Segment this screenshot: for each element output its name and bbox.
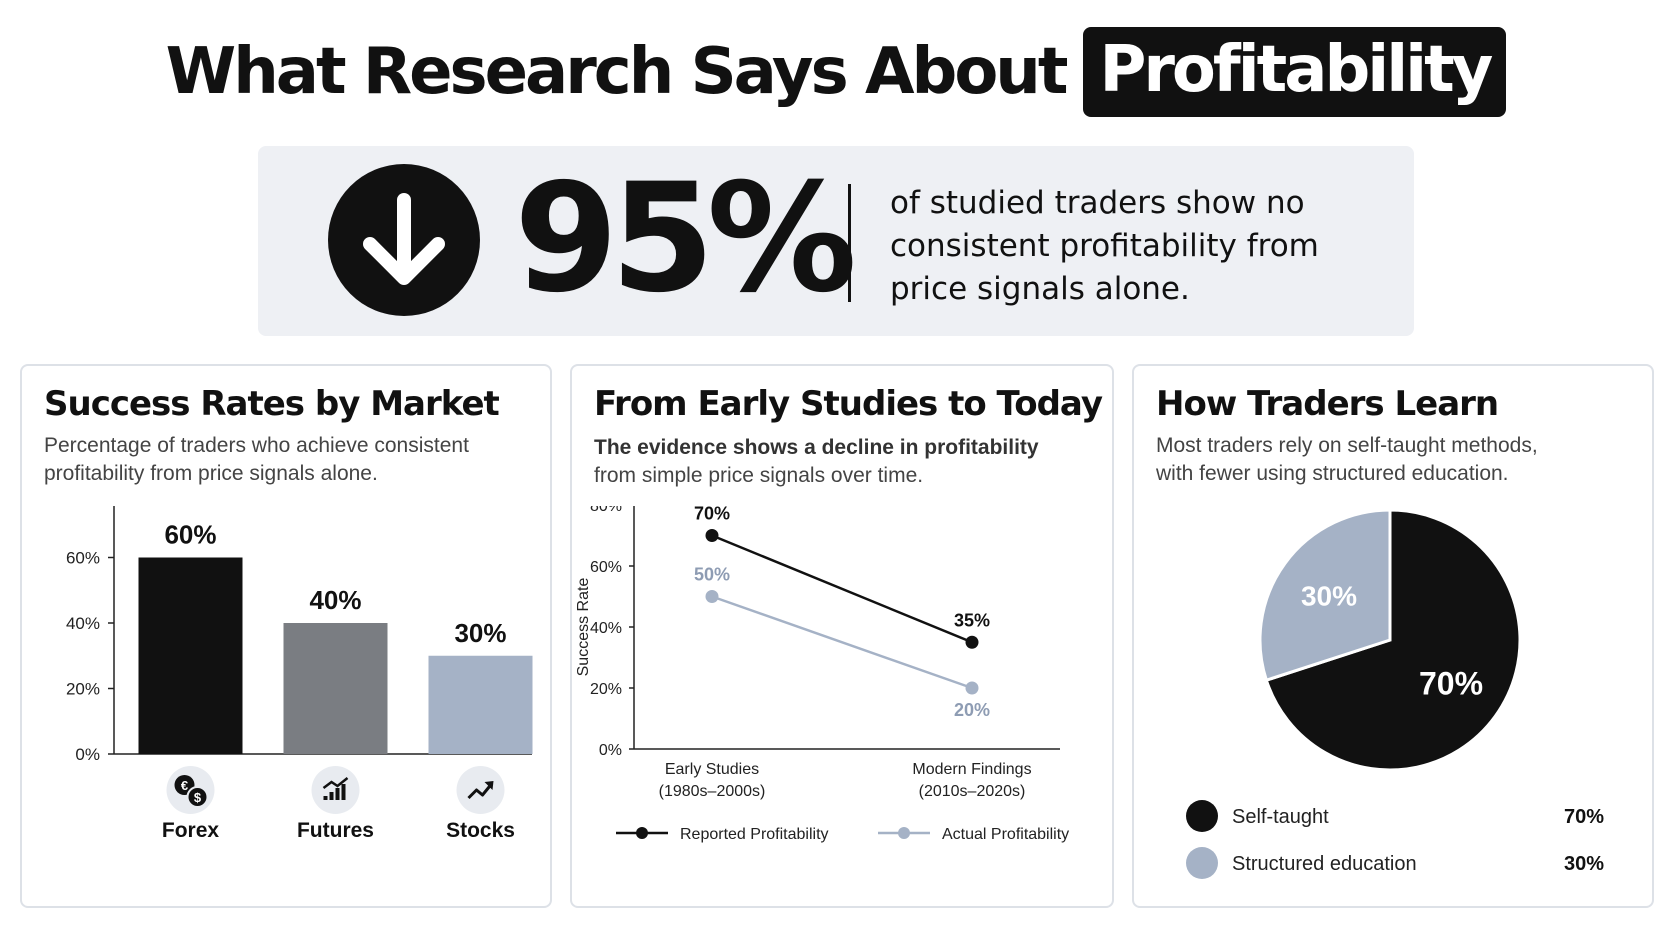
pie-slice	[1258, 508, 1392, 683]
pie-slice	[1264, 508, 1522, 772]
icon-badge	[456, 766, 505, 814]
line-chart: 0% 20% 40% 60% 80% Success Rate Early Studies (…	[575, 506, 1069, 843]
series-line	[711, 534, 973, 644]
y-tick-label: 80%	[590, 506, 622, 515]
bar-value-label: 60%	[164, 520, 216, 550]
card-subtitle-rest: from simple price signals over time.	[594, 464, 924, 487]
data-point	[705, 590, 719, 603]
y-tick-label: 40%	[66, 614, 100, 633]
y-tick-label: 60%	[590, 559, 622, 576]
card-early-vs-today: From Early Studies to Today The evidence…	[570, 364, 1114, 908]
x-tick-label: Modern Findings	[912, 761, 1031, 778]
card-subtitle: Percentage of traders who achieve consis…	[44, 434, 469, 485]
legend-marker	[1186, 800, 1218, 832]
x-tick-label: Early Studies	[665, 761, 759, 778]
data-point	[705, 529, 719, 542]
euro-symbol: €	[181, 778, 188, 793]
category-label: Futures	[297, 819, 374, 842]
card-subtitle: The evidence shows a decline in profitab…	[594, 434, 1074, 490]
bar	[138, 557, 243, 754]
y-axis-label: Success Rate	[575, 578, 592, 677]
data-label: 50%	[694, 565, 730, 585]
card-how-traders-learn: How Traders Learn Most traders rely on s…	[1132, 364, 1654, 908]
y-tick-label: 0%	[599, 742, 622, 759]
y-tick-label: 60%	[66, 549, 100, 568]
hero-stat-number: 95%	[514, 152, 857, 326]
legend-label: Actual Profitability	[942, 826, 1069, 843]
arrow-head	[484, 781, 494, 790]
mini-bar	[335, 788, 340, 800]
currency-exchange-icon: €$	[166, 766, 215, 814]
coin-icon	[186, 786, 209, 808]
legend-marker	[1186, 847, 1218, 879]
title-main-text: What Research Says About	[165, 35, 1069, 109]
trend-line	[467, 783, 493, 800]
legend-marker	[898, 827, 910, 839]
y-tick-label: 20%	[66, 680, 100, 699]
legend-value: 70%	[1564, 806, 1604, 828]
bar-chart: 0%20%40%60%80%60%€$Forex40%Futures30%Sto…	[66, 506, 533, 842]
card-success-rates: Success Rates by Market Percentage of tr…	[20, 364, 552, 908]
legend-label: Structured education	[1232, 853, 1417, 875]
mini-bar	[329, 792, 334, 800]
page-title: What Research Says About Profitability	[0, 22, 1672, 122]
trend-line	[322, 777, 349, 789]
arrow-down-icon	[328, 164, 480, 316]
hero-stat-text: of studied traders show no consistent pr…	[890, 185, 1319, 307]
mini-bar	[323, 796, 328, 800]
bar	[428, 655, 533, 754]
trending-up-icon	[456, 766, 505, 814]
title-highlight: Profitability	[1083, 27, 1507, 117]
dollar-symbol: $	[194, 790, 202, 805]
y-tick-label: 40%	[590, 620, 622, 637]
mini-bar	[341, 784, 346, 800]
slice-label: 70%	[1419, 665, 1483, 701]
data-point	[965, 681, 979, 695]
card-subtitle-bold: The evidence shows a decline in profitab…	[594, 436, 1039, 459]
y-tick-label: 0%	[75, 745, 100, 764]
data-label: 35%	[954, 610, 990, 630]
category-label: Stocks	[446, 819, 515, 842]
card-subtitle: Most traders rely on self-taught methods…	[1156, 434, 1538, 485]
bar-value-label: 30%	[454, 618, 506, 648]
data-label: 20%	[954, 700, 990, 720]
legend-value: 30%	[1564, 853, 1604, 875]
hero-stat-panel: 95% of studied traders show no consisten…	[258, 146, 1414, 336]
bar	[283, 623, 388, 754]
x-tick-label: (1980s–2000s)	[659, 783, 766, 800]
legend-marker	[636, 827, 648, 839]
data-label: 70%	[694, 506, 730, 524]
y-tick-label: 20%	[590, 681, 622, 698]
pie-chart: 70% Self-taught 70% 30% Structured education…	[1186, 508, 1604, 879]
card-title: Success Rates by Market	[44, 384, 500, 424]
hero-divider	[848, 184, 851, 302]
data-point	[965, 635, 979, 649]
legend-label: Reported Profitability	[680, 826, 829, 843]
legend-label: Self-taught	[1232, 806, 1329, 828]
series-line	[711, 595, 973, 690]
x-tick-label: (2010s–2020s)	[919, 783, 1026, 800]
category-label: Forex	[162, 819, 220, 842]
bar-value-label: 40%	[309, 585, 361, 615]
slice-label: 30%	[1301, 581, 1357, 612]
bar-chart-icon	[311, 766, 360, 814]
card-title: From Early Studies to Today	[594, 384, 1103, 424]
card-title: How Traders Learn	[1156, 384, 1499, 424]
